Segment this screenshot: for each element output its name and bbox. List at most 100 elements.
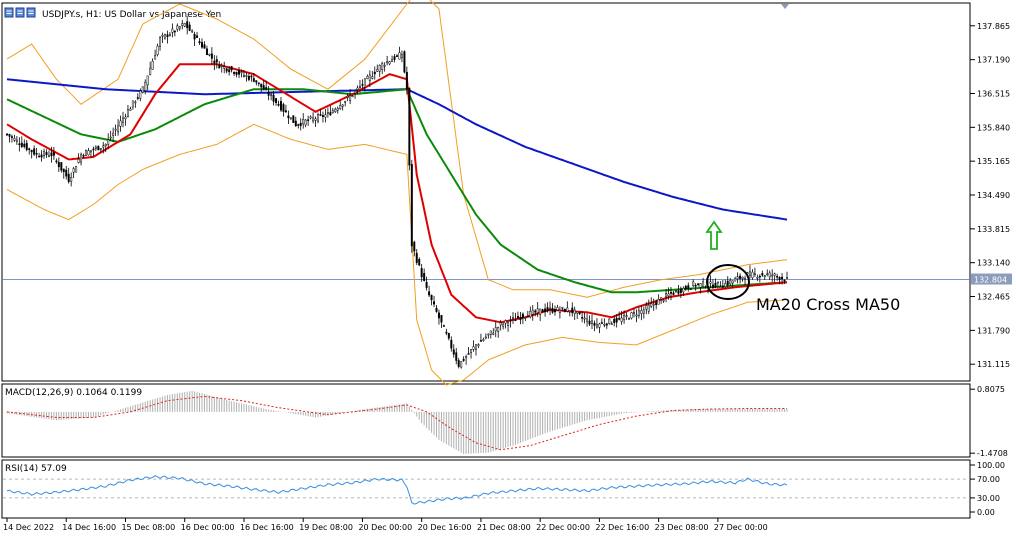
- candle-body: [354, 90, 357, 94]
- candle-body: [176, 25, 179, 30]
- toolbar-icons[interactable]: [4, 7, 36, 18]
- candle: [398, 46, 401, 60]
- candle: [294, 116, 297, 127]
- candle-body: [77, 158, 80, 163]
- candle: [28, 147, 31, 155]
- candle-body: [92, 148, 95, 151]
- candle-body: [662, 299, 665, 302]
- candle: [618, 311, 621, 321]
- candle: [553, 305, 556, 316]
- candle-body: [445, 331, 448, 334]
- candle-body: [576, 311, 579, 314]
- candle: [235, 71, 238, 78]
- candle: [465, 354, 468, 365]
- candle: [228, 66, 231, 76]
- candle: [593, 320, 596, 332]
- candle: [8, 133, 11, 143]
- candle-body: [684, 286, 687, 290]
- candle-body: [726, 280, 729, 285]
- candle: [724, 279, 727, 289]
- candle: [75, 165, 78, 173]
- candle-body: [435, 307, 438, 312]
- candle-body: [729, 280, 732, 285]
- candle: [163, 33, 166, 40]
- time-axis-label: 27 Dec 00:00: [714, 523, 768, 532]
- candle-body: [272, 94, 275, 102]
- candle: [413, 240, 416, 257]
- candle: [210, 47, 213, 65]
- candle: [748, 265, 751, 279]
- chart-shift-marker-icon[interactable]: [781, 4, 789, 9]
- candle-body: [114, 128, 117, 131]
- candle: [647, 299, 650, 315]
- candle-body: [509, 319, 512, 322]
- candle: [267, 86, 270, 101]
- candle-body: [45, 152, 48, 156]
- price-panel[interactable]: [1, 2, 971, 382]
- candle: [546, 302, 549, 313]
- candle: [526, 310, 529, 318]
- candle: [35, 147, 38, 159]
- candle-body: [467, 353, 470, 355]
- candle: [652, 298, 655, 311]
- candle: [684, 284, 687, 291]
- candle: [139, 88, 142, 102]
- candle: [319, 109, 322, 117]
- bollinger-upper-line: [6, 0, 788, 298]
- candle-body: [672, 292, 675, 295]
- candle: [768, 270, 771, 281]
- candle-body: [709, 281, 712, 284]
- candle: [674, 289, 677, 293]
- candle-body: [428, 291, 431, 296]
- price-axis-label: 135.165: [977, 157, 1010, 166]
- candle-body: [309, 116, 312, 119]
- candle-body: [398, 52, 401, 60]
- candle-body: [163, 34, 166, 39]
- time-axis-label: 16 Dec 00:00: [181, 523, 235, 532]
- candle: [242, 69, 245, 78]
- candle-body: [479, 340, 482, 342]
- candle-body: [536, 308, 539, 314]
- rsi-panel[interactable]: [1, 459, 971, 519]
- candle-body: [524, 317, 527, 319]
- candle: [89, 150, 92, 158]
- candle: [573, 306, 576, 320]
- candle: [154, 49, 157, 60]
- candle-body: [126, 109, 129, 117]
- chart-title: USDJPY.s, H1: US Dollar vs Japanese Yen: [42, 10, 221, 20]
- candle-body: [420, 268, 423, 278]
- candle-body: [711, 284, 714, 288]
- candle-body: [704, 286, 707, 288]
- candle: [122, 111, 125, 128]
- candle: [541, 308, 544, 313]
- candle-body: [514, 319, 517, 322]
- chart-window-icon[interactable]: [26, 7, 36, 18]
- candle: [282, 102, 285, 117]
- candle: [662, 299, 665, 303]
- candle: [168, 32, 171, 37]
- candle: [539, 308, 542, 322]
- candle: [321, 111, 324, 123]
- candle-body: [566, 307, 569, 312]
- candle: [255, 80, 258, 86]
- candle-body: [198, 41, 201, 44]
- candle: [620, 311, 623, 325]
- candle-body: [455, 352, 458, 361]
- candle: [699, 283, 702, 294]
- candle-body: [358, 86, 361, 88]
- candle: [70, 172, 73, 187]
- candle: [159, 36, 162, 51]
- candle: [571, 302, 574, 317]
- candle: [156, 43, 159, 57]
- candle: [270, 91, 273, 101]
- price-axis-label: 133.815: [977, 225, 1010, 234]
- candle-body: [620, 317, 623, 322]
- candle: [694, 283, 697, 291]
- candle: [225, 67, 228, 74]
- chart-window-icon[interactable]: [4, 7, 14, 18]
- chart-window-icon[interactable]: [15, 7, 25, 18]
- candle-body: [541, 309, 544, 313]
- candle-body: [262, 85, 265, 90]
- candle-body: [67, 173, 70, 182]
